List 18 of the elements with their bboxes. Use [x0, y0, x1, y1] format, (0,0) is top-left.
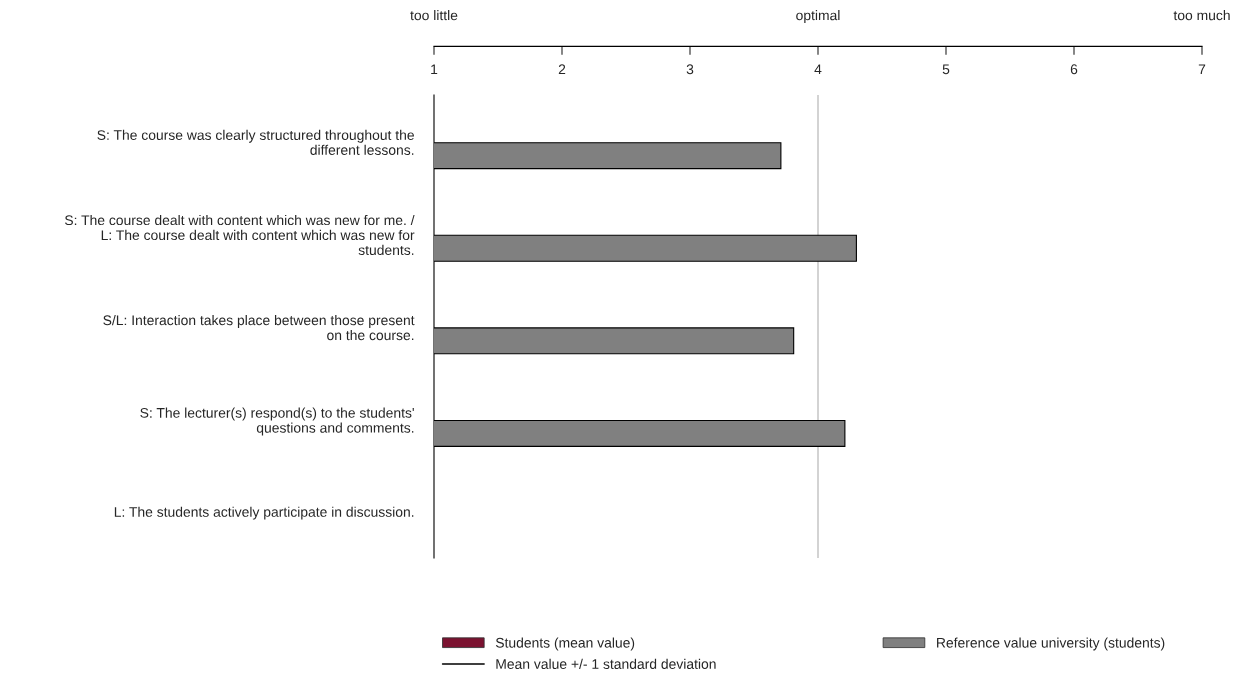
x-tick-label: 5	[942, 64, 950, 75]
y-tick-label: S: The course dealt with content which was new for me. / L: The course dealt with content which was new for students.	[64, 214, 415, 256]
y-tick-label: S: The lecturer(s) respond(s) to the students' questions and comments.	[140, 407, 414, 436]
text: optimal	[796, 10, 840, 23]
x-tick-label: 6	[1070, 64, 1078, 75]
x-tick-label: 3	[686, 64, 694, 75]
legend-label: Reference value university (students)	[937, 637, 1165, 651]
x-tick-label: 7	[1198, 64, 1206, 75]
text: Mean value +/- 1 standard deviation	[496, 658, 716, 669]
text: too much	[1173, 10, 1230, 21]
y-tick-label: S: The course was clearly structured throughout the different lessons.	[97, 129, 414, 155]
x-tick-label: 4	[814, 64, 822, 75]
x-tick-label: 1	[431, 64, 438, 75]
text: too little	[410, 10, 458, 21]
x-tick-label: 2	[558, 64, 566, 75]
y-tick-label: L: The students actively participate in discussion.	[114, 506, 414, 520]
legend-label: Students (mean value)	[495, 637, 635, 651]
y-tick-label: S/L: Interaction takes place between those present on the course.	[103, 314, 415, 341]
